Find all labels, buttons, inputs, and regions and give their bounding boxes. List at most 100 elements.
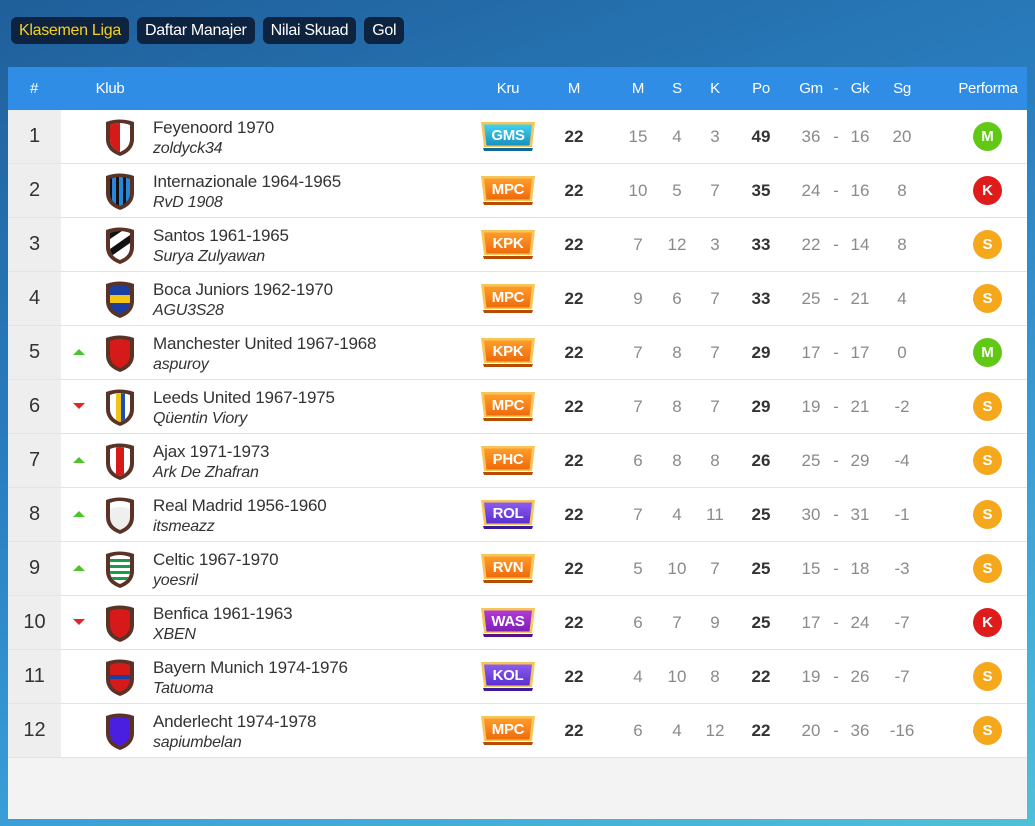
club-name[interactable]: Bayern Munich 1974-1976 — [153, 658, 348, 677]
table-row[interactable]: 3 Santos 1961-1965 Surya Zulyawan KPK 22 7 12 3… — [8, 218, 1027, 272]
col-played-header[interactable]: M — [567, 80, 581, 97]
col-goals-for-header[interactable]: Gm — [799, 80, 823, 97]
club-name[interactable]: Internazionale 1964-1965 — [153, 172, 342, 191]
crew-badge-icon — [477, 174, 539, 207]
form-badge[interactable]: K — [973, 608, 1002, 637]
tab-nilai-skuad[interactable]: Nilai Skuad — [262, 17, 357, 44]
form-badge[interactable]: M — [973, 122, 1002, 151]
manager-name[interactable]: Qüentin Viory — [153, 410, 248, 427]
points-cell: 25 — [751, 505, 771, 524]
manager-name[interactable]: Ark De Zhafran — [153, 464, 259, 481]
col-goals-against-header[interactable]: Gk — [850, 80, 870, 97]
rank-cell: 5 — [8, 326, 61, 379]
trend-up-icon — [73, 349, 85, 355]
form-badge[interactable]: M — [973, 338, 1002, 367]
club-name[interactable]: Santos 1961-1965 — [153, 226, 289, 245]
club-crest-icon — [102, 657, 138, 697]
crew-badge-label[interactable]: KPK — [492, 235, 524, 252]
col-rank-header[interactable]: # — [29, 80, 39, 97]
goals-against-cell: 36 — [850, 721, 870, 740]
table-row[interactable]: 11 Bayern Munich 1974-1976 Tatuoma KOL 22 4 10… — [8, 650, 1027, 704]
goals-for-cell: 19 — [801, 397, 821, 416]
drawn-cell: 6 — [672, 289, 682, 308]
form-badge[interactable]: S — [973, 554, 1002, 583]
form-badge[interactable]: S — [973, 284, 1002, 313]
crew-badge-label[interactable]: PHC — [492, 451, 524, 468]
table-row[interactable]: 12 Anderlecht 1974-1978 sapiumbelan MPC 22 6 4… — [8, 704, 1027, 758]
table-row[interactable]: 10 Benfica 1961-1963 XBEN WAS 22 6 7 9 25 17-24 -7… — [8, 596, 1027, 650]
club-name[interactable]: Anderlecht 1974-1978 — [153, 712, 317, 731]
manager-name[interactable]: XBEN — [153, 626, 196, 643]
goal-diff-cell: 8 — [897, 235, 907, 254]
col-lost-header[interactable]: K — [710, 80, 720, 97]
tab-gol[interactable]: Gol — [364, 17, 405, 44]
form-badge[interactable]: S — [973, 392, 1002, 421]
crew-badge-label[interactable]: KOL — [492, 667, 524, 684]
club-name[interactable]: Celtic 1967-1970 — [153, 550, 279, 569]
rank-cell: 1 — [8, 110, 61, 163]
drawn-cell: 4 — [672, 505, 682, 524]
table-row[interactable]: 9 Celtic 1967-1970 yoesril RVN 22 5 10 7 25 15-18… — [8, 542, 1027, 596]
club-name[interactable]: Leeds United 1967-1975 — [153, 388, 335, 407]
form-badge[interactable]: S — [973, 446, 1002, 475]
form-badge[interactable]: S — [973, 500, 1002, 529]
crew-badge-icon — [477, 444, 539, 477]
goals-against-cell: 21 — [850, 289, 870, 308]
manager-name[interactable]: yoesril — [153, 572, 198, 589]
table-row[interactable]: 1 Feyenoord 1970 zoldyck34 GMS 22 15 4 3 49 36-16… — [8, 110, 1027, 164]
manager-name[interactable]: AGU3S28 — [153, 302, 224, 319]
goals-for-cell: 36 — [801, 127, 821, 146]
manager-name[interactable]: sapiumbelan — [153, 734, 242, 751]
manager-name[interactable]: Surya Zulyawan — [153, 248, 265, 265]
col-won-header[interactable]: M — [631, 80, 645, 97]
crew-badge-label[interactable]: MPC — [491, 181, 525, 198]
club-name[interactable]: Benfica 1961-1963 — [153, 604, 293, 623]
col-points-header[interactable]: Po — [752, 80, 770, 97]
crew-badge-label[interactable]: WAS — [491, 613, 525, 630]
crew-badge-label[interactable]: GMS — [491, 127, 525, 144]
manager-name[interactable]: itsmeazz — [153, 518, 215, 535]
manager-name[interactable]: zoldyck34 — [153, 140, 223, 157]
form-badge[interactable]: S — [973, 230, 1002, 259]
col-goal-diff-header[interactable]: Sg — [893, 80, 911, 97]
crew-badge-label[interactable]: KPK — [492, 343, 524, 360]
points-cell: 29 — [751, 343, 771, 362]
table-row[interactable]: 4 Boca Juniors 1962-1970 AGU3S28 MPC 22 9 6 7 33… — [8, 272, 1027, 326]
crew-badge-label[interactable]: ROL — [492, 505, 524, 522]
rank-cell: 10 — [8, 596, 61, 649]
table-row[interactable]: 5 Manchester United 1967-1968 aspuroy KPK 22… — [8, 326, 1027, 380]
won-cell: 5 — [633, 559, 643, 578]
won-cell: 6 — [633, 721, 643, 740]
col-crew-header[interactable]: Kru — [496, 80, 520, 97]
lost-cell: 9 — [710, 613, 720, 632]
lost-cell: 7 — [710, 289, 720, 308]
score-dash: - — [833, 559, 839, 578]
col-form-header[interactable]: Performa — [958, 80, 1018, 97]
goals-against-cell: 26 — [850, 667, 870, 686]
club-name[interactable]: Real Madrid 1956-1960 — [153, 496, 327, 515]
tab-klasemen-liga[interactable]: Klasemen Liga — [11, 17, 129, 44]
col-drawn-header[interactable]: S — [672, 80, 682, 97]
crew-badge-label[interactable]: MPC — [491, 721, 525, 738]
col-club-header[interactable]: Klub — [95, 80, 125, 97]
club-name[interactable]: Boca Juniors 1962-1970 — [153, 280, 333, 299]
club-name[interactable]: Manchester United 1967-1968 — [153, 334, 377, 353]
table-row[interactable]: 8 Real Madrid 1956-1960 itsmeazz ROL 22 7 4 11 2… — [8, 488, 1027, 542]
club-name[interactable]: Feyenoord 1970 — [153, 118, 275, 137]
crew-badge-label[interactable]: MPC — [491, 289, 525, 306]
table-row[interactable]: 2 Internazionale 1964-1965 RvD 1908 MPC 22 10… — [8, 164, 1027, 218]
lost-cell: 8 — [710, 667, 720, 686]
form-badge[interactable]: S — [973, 716, 1002, 745]
manager-name[interactable]: RvD 1908 — [153, 194, 223, 211]
crew-badge-label[interactable]: RVN — [492, 559, 524, 576]
club-name[interactable]: Ajax 1971-1973 — [153, 442, 270, 461]
manager-name[interactable]: aspuroy — [153, 356, 209, 373]
tab-daftar-manajer[interactable]: Daftar Manajer — [136, 17, 255, 44]
form-badge[interactable]: S — [973, 662, 1002, 691]
table-row[interactable]: 7 Ajax 1971-1973 Ark De Zhafran PHC 22 6 8 8 26 2… — [8, 434, 1027, 488]
rank-cell: 11 — [8, 650, 61, 703]
crew-badge-label[interactable]: MPC — [491, 397, 525, 414]
form-badge[interactable]: K — [973, 176, 1002, 205]
table-row[interactable]: 6 Leeds United 1967-1975 Qüentin Viory MPC 2… — [8, 380, 1027, 434]
manager-name[interactable]: Tatuoma — [153, 680, 214, 697]
